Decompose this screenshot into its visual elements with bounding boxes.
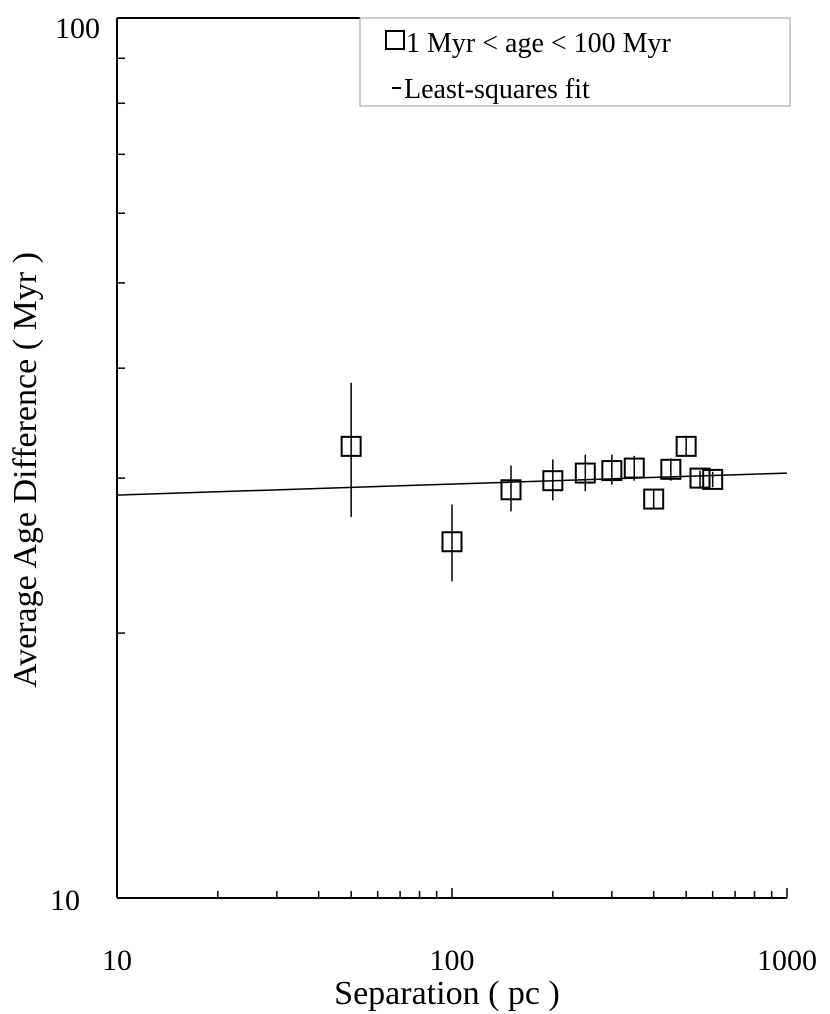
legend-box — [359, 17, 791, 107]
data-point-square — [623, 457, 645, 479]
fit-line-segment — [116, 472, 788, 496]
x-tick-label-1000: 1000 — [757, 944, 817, 977]
y-axis-title: Average Age Difference ( Myr ) — [7, 252, 44, 688]
data-point-square — [542, 470, 564, 492]
ticks — [116, 17, 788, 899]
data-point-square — [643, 488, 665, 510]
data-point-square — [340, 435, 362, 457]
legend-label-data: 1 Myr < age < 100 Myr — [406, 28, 672, 59]
x-tick-label-10: 10 — [102, 944, 132, 977]
data-point-square — [574, 462, 596, 484]
axes — [116, 17, 787, 899]
legend-label-fit: Least-squares fit — [404, 74, 590, 105]
least-squares-fit-line — [116, 472, 788, 496]
data-point-square — [500, 479, 522, 501]
data-point-square — [441, 531, 463, 553]
data-point-square — [675, 435, 697, 457]
data-point-square — [702, 468, 724, 490]
y-tick-label-10: 10 — [50, 884, 80, 917]
data-point-square — [660, 458, 682, 480]
legend: 1 Myr < age < 100 Myr Least-squares fit — [359, 17, 791, 107]
data-points — [340, 435, 724, 553]
data-point-square — [601, 460, 623, 482]
x-tick-label-100: 100 — [430, 944, 475, 977]
legend-square-marker-icon — [385, 30, 405, 50]
data-point-square — [689, 467, 711, 489]
x-axis-title: Separation ( pc ) — [334, 975, 560, 1012]
y-tick-label-100: 100 — [55, 12, 100, 45]
